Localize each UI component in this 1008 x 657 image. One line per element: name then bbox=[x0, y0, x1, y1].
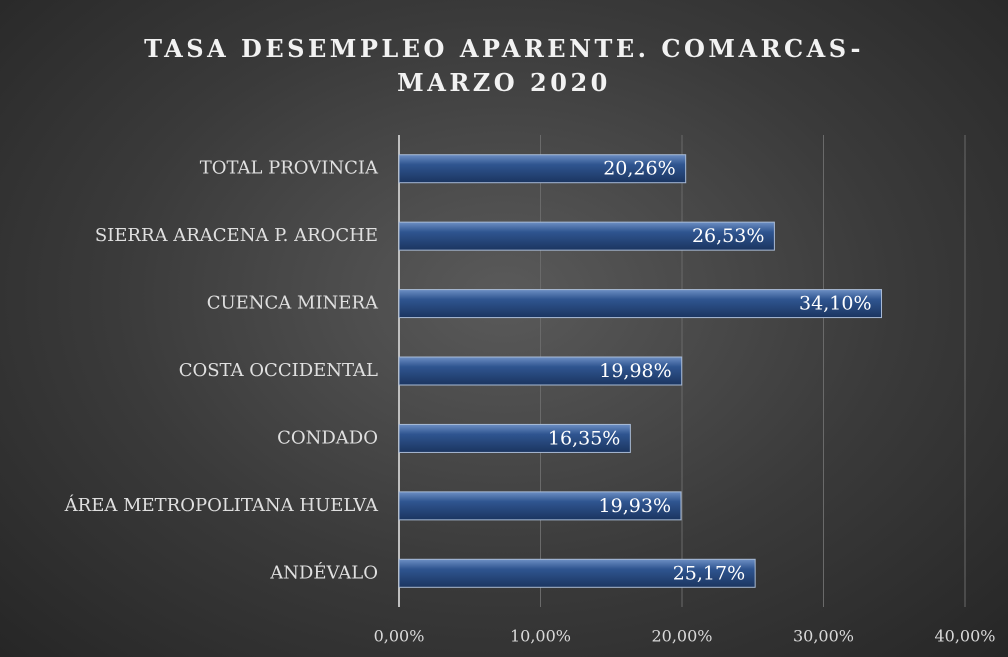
value-label: 20,26% bbox=[603, 158, 675, 180]
y-tick-label: CONDADO bbox=[277, 427, 378, 448]
bar bbox=[398, 154, 687, 184]
y-tick-label: ÁREA METROPOLITANA HUELVA bbox=[64, 493, 379, 516]
x-tick-label: 20,00% bbox=[651, 627, 712, 646]
value-label: 25,17% bbox=[673, 562, 745, 584]
x-tick-label: 30,00% bbox=[793, 627, 854, 646]
x-tick-label: 0,00% bbox=[374, 627, 425, 646]
y-tick-label: COSTA OCCIDENTAL bbox=[179, 360, 378, 381]
x-tick-label: 10,00% bbox=[510, 627, 571, 646]
bar bbox=[398, 423, 631, 453]
value-label: 16,35% bbox=[548, 427, 620, 449]
y-tick-label: CUENCA MINERA bbox=[207, 293, 379, 314]
y-tick-label: ANDÉVALO bbox=[269, 560, 378, 583]
bar bbox=[398, 356, 683, 386]
value-label: 26,53% bbox=[692, 225, 764, 247]
bar bbox=[398, 221, 775, 251]
value-label: 19,93% bbox=[599, 495, 671, 517]
x-tick-label: 40,00% bbox=[934, 627, 995, 646]
bar bbox=[398, 491, 682, 521]
value-label: 19,98% bbox=[599, 360, 671, 382]
value-label: 34,10% bbox=[799, 293, 871, 315]
y-tick-label: SIERRA ARACENA P. AROCHE bbox=[95, 225, 378, 246]
bar bbox=[398, 558, 756, 588]
bar bbox=[398, 289, 883, 319]
y-tick-label: TOTAL PROVINCIA bbox=[200, 158, 379, 179]
chart-title: TASA DESEMPLEO APARENTE. COMARCAS-MARZO … bbox=[144, 34, 864, 97]
